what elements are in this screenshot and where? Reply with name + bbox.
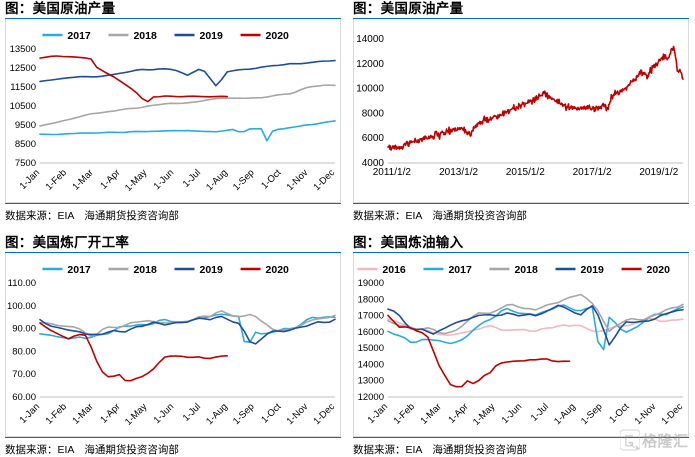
svg-text:1-Apr: 1-Apr <box>98 401 122 425</box>
svg-text:90.00: 90.00 <box>12 324 36 335</box>
svg-text:9500: 9500 <box>15 120 36 131</box>
svg-text:2018: 2018 <box>133 264 157 276</box>
svg-text:1-Aug: 1-Aug <box>204 167 230 193</box>
svg-text:2018: 2018 <box>133 30 157 42</box>
svg-text:19000: 19000 <box>358 278 384 289</box>
svg-text:110.00: 110.00 <box>8 278 36 289</box>
svg-text:2018: 2018 <box>514 264 538 276</box>
svg-text:1-Jul: 1-Jul <box>529 401 551 423</box>
svg-text:2019: 2019 <box>581 264 605 276</box>
svg-text:2019: 2019 <box>200 264 224 276</box>
svg-text:1-Oct: 1-Oct <box>259 167 283 191</box>
svg-text:1-Jul: 1-Jul <box>181 167 203 189</box>
svg-text:2017: 2017 <box>67 264 91 276</box>
svg-text:1-Jun: 1-Jun <box>152 401 177 426</box>
svg-text:10500: 10500 <box>10 101 36 112</box>
svg-text:2011/1/2: 2011/1/2 <box>373 167 412 178</box>
svg-text:1-Feb: 1-Feb <box>44 167 69 192</box>
svg-text:1-May: 1-May <box>123 401 150 428</box>
svg-text:1-Dec: 1-Dec <box>311 167 337 193</box>
svg-text:1-Feb: 1-Feb <box>392 401 417 426</box>
svg-text:1-Jun: 1-Jun <box>152 167 177 192</box>
svg-text:1-Nov: 1-Nov <box>285 401 311 427</box>
svg-text:7500: 7500 <box>15 158 36 169</box>
svg-text:8500: 8500 <box>15 139 36 150</box>
svg-text:1-Jan: 1-Jan <box>18 401 43 426</box>
svg-text:70.00: 70.00 <box>12 369 36 380</box>
svg-text:6000: 6000 <box>362 133 385 144</box>
svg-text:1-Apr: 1-Apr <box>98 167 122 191</box>
svg-text:1-Dec: 1-Dec <box>311 401 337 427</box>
svg-text:1-Jun: 1-Jun <box>500 401 525 426</box>
svg-text:11500: 11500 <box>10 82 36 93</box>
svg-text:100.00: 100.00 <box>7 301 36 312</box>
svg-text:1-Sep: 1-Sep <box>231 167 257 193</box>
svg-text:2013/1/2: 2013/1/2 <box>439 167 478 178</box>
svg-text:8000: 8000 <box>362 108 385 119</box>
svg-text:2019/1/2: 2019/1/2 <box>639 167 678 178</box>
svg-text:1-Sep: 1-Sep <box>231 401 257 427</box>
svg-text:13500: 13500 <box>10 44 36 55</box>
svg-text:12000: 12000 <box>356 59 384 70</box>
svg-text:2017: 2017 <box>448 264 472 276</box>
svg-text:18000: 18000 <box>358 294 384 305</box>
svg-text:1-Oct: 1-Oct <box>259 401 283 425</box>
svg-text:1-Jan: 1-Jan <box>366 401 391 426</box>
svg-text:15000: 15000 <box>358 343 384 354</box>
svg-text:2016: 2016 <box>382 264 406 276</box>
svg-text:1-Mar: 1-Mar <box>70 167 95 192</box>
svg-text:12500: 12500 <box>10 63 36 74</box>
svg-text:2017: 2017 <box>67 30 91 42</box>
svg-text:1-May: 1-May <box>123 167 150 194</box>
svg-text:14000: 14000 <box>358 359 384 370</box>
svg-text:2020: 2020 <box>266 264 290 276</box>
svg-text:17000: 17000 <box>358 311 384 322</box>
svg-text:2017/1/2: 2017/1/2 <box>573 167 612 178</box>
svg-text:1-Mar: 1-Mar <box>70 401 95 426</box>
svg-text:1-Aug: 1-Aug <box>552 401 578 427</box>
svg-text:80.00: 80.00 <box>12 346 36 357</box>
svg-text:1-Jul: 1-Jul <box>181 401 203 423</box>
svg-text:1-Sep: 1-Sep <box>579 401 605 427</box>
svg-text:1-Mar: 1-Mar <box>418 401 443 426</box>
svg-text:2015/1/2: 2015/1/2 <box>506 167 545 178</box>
svg-text:1-Jan: 1-Jan <box>18 167 43 192</box>
svg-text:1-Apr: 1-Apr <box>446 401 470 425</box>
svg-text:14000: 14000 <box>356 34 384 45</box>
svg-text:1-Feb: 1-Feb <box>44 401 69 426</box>
svg-text:2020: 2020 <box>266 30 290 42</box>
svg-text:13000: 13000 <box>358 376 384 387</box>
svg-text:1-Oct: 1-Oct <box>607 401 631 425</box>
svg-text:2020: 2020 <box>647 264 671 276</box>
svg-text:1-Nov: 1-Nov <box>285 167 311 193</box>
svg-text:1-Nov: 1-Nov <box>633 401 659 427</box>
svg-text:60.00: 60.00 <box>12 392 36 403</box>
svg-text:10000: 10000 <box>356 84 384 95</box>
svg-text:1-Aug: 1-Aug <box>204 401 230 427</box>
svg-text:16000: 16000 <box>358 327 384 338</box>
svg-text:2019: 2019 <box>200 30 224 42</box>
svg-text:1-May: 1-May <box>471 401 498 428</box>
svg-text:1-Dec: 1-Dec <box>659 401 685 427</box>
svg-text:12000: 12000 <box>358 392 384 403</box>
